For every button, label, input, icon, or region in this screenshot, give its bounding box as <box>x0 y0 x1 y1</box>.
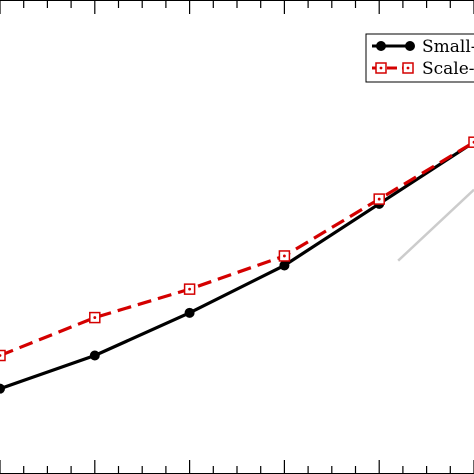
legend-item: Scale-f <box>372 59 474 79</box>
legend-marker <box>376 41 386 51</box>
data-point <box>278 250 291 262</box>
data-point <box>184 307 195 318</box>
reference-line <box>397 188 474 262</box>
legend-marker <box>405 41 415 51</box>
legend-label: Small- <box>422 37 474 57</box>
series-layer <box>0 136 474 394</box>
legend-marker <box>402 62 414 74</box>
legend-marker <box>375 62 387 74</box>
data-point <box>468 136 474 148</box>
data-point <box>373 193 385 205</box>
legend-items: Small-Scale-f <box>372 37 474 79</box>
series-1 <box>0 137 474 394</box>
data-point <box>89 350 100 361</box>
data-point <box>183 283 196 295</box>
data-point <box>0 383 5 394</box>
legend-label: Scale-f <box>422 59 474 79</box>
data-point <box>89 311 101 324</box>
data-point <box>0 349 6 362</box>
legend-item: Small- <box>372 37 474 57</box>
series-line <box>0 140 474 391</box>
legend: Small-Scale-f <box>365 33 474 83</box>
series-2 <box>0 136 474 362</box>
series-line <box>0 140 474 357</box>
data-point <box>279 260 290 271</box>
